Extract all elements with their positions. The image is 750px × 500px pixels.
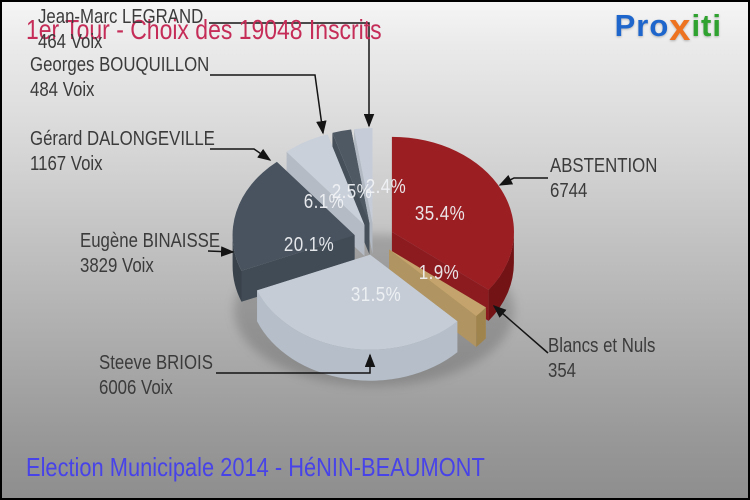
callout-abstention: ABSTENTION 6744 — [550, 154, 657, 204]
callout-connector-1 — [492, 305, 549, 354]
slice-top — [257, 254, 458, 350]
callout-name: Gérard DALONGEVILLE — [30, 128, 215, 150]
callout-votes: 484 Voix — [30, 79, 95, 101]
page-title: 1er Tour - Choix des 19048 Inscrits — [26, 14, 382, 45]
footer-title: Election Municipale 2014 - HéNIN-BEAUMON… — [26, 452, 485, 482]
callout-bouquillon: Georges BOUQUILLON 484 Voix — [30, 53, 209, 103]
callout-name: Jean-Marc LEGRAND — [38, 6, 204, 28]
callout-votes: 464 Voix — [38, 31, 103, 53]
callout-blancs-et-nuls: Blancs et Nuls 354 — [548, 334, 655, 384]
pie-slice-eug-ne-binaisse — [232, 161, 355, 302]
callout-name: Georges BOUQUILLON — [30, 54, 210, 76]
callout-binaisse: Eugène BINAISSE 3829 Voix — [80, 229, 220, 279]
slice-top — [332, 129, 370, 224]
slice-top — [391, 136, 514, 290]
slice-percent-label: 1.9% — [419, 261, 459, 284]
slice-percent-label: 20.1% — [284, 233, 334, 256]
slice-top — [389, 249, 486, 316]
callout-votes: 6006 Voix — [99, 377, 173, 399]
callout-name: Blancs et Nuls — [548, 335, 656, 357]
logo-x: x — [669, 7, 692, 49]
slice-top — [354, 128, 373, 223]
slice-rim — [232, 235, 242, 302]
callout-votes: 354 — [548, 360, 577, 382]
callout-connector-5 — [210, 74, 327, 135]
slice-top — [232, 161, 355, 271]
slice-rim — [257, 290, 458, 381]
slice-percent-label: 2.5% — [332, 180, 372, 203]
callout-name: Eugène BINAISSE — [80, 230, 221, 252]
logo-iti: iti — [691, 8, 722, 43]
slice-percent-label: 31.5% — [351, 283, 401, 306]
callout-connector-4 — [210, 148, 272, 161]
slice-percent-label: 2.4% — [366, 175, 406, 198]
slice-rim — [476, 307, 486, 347]
pie-slice-steeve-briois — [257, 254, 458, 381]
callout-legrand: Jean-Marc LEGRAND 464 Voix — [38, 5, 203, 55]
slice-rim — [488, 231, 514, 321]
callout-dalongeville: Gérard DALONGEVILLE 1167 Voix — [30, 127, 215, 177]
callout-connector-2 — [216, 353, 376, 374]
callout-connector-0 — [498, 174, 548, 186]
slice-percent-label: 35.4% — [415, 202, 465, 225]
callout-votes: 6744 — [550, 180, 588, 202]
slice-percent-label: 6.1% — [304, 190, 344, 213]
logo-pro: Pro — [614, 8, 670, 43]
callout-name: ABSTENTION — [550, 155, 658, 177]
callout-votes: 1167 Voix — [30, 153, 103, 175]
proxiti-logo[interactable]: Proxiti — [614, 8, 722, 47]
slice-cut-face — [241, 235, 355, 302]
slice-top — [286, 134, 365, 225]
callout-connector-6 — [209, 22, 375, 128]
callout-votes: 3829 Voix — [80, 255, 154, 277]
callout-name: Steeve BRIOIS — [99, 352, 213, 374]
callout-connector-3 — [207, 246, 235, 257]
callout-briois: Steeve BRIOIS 6006 Voix — [99, 351, 213, 401]
